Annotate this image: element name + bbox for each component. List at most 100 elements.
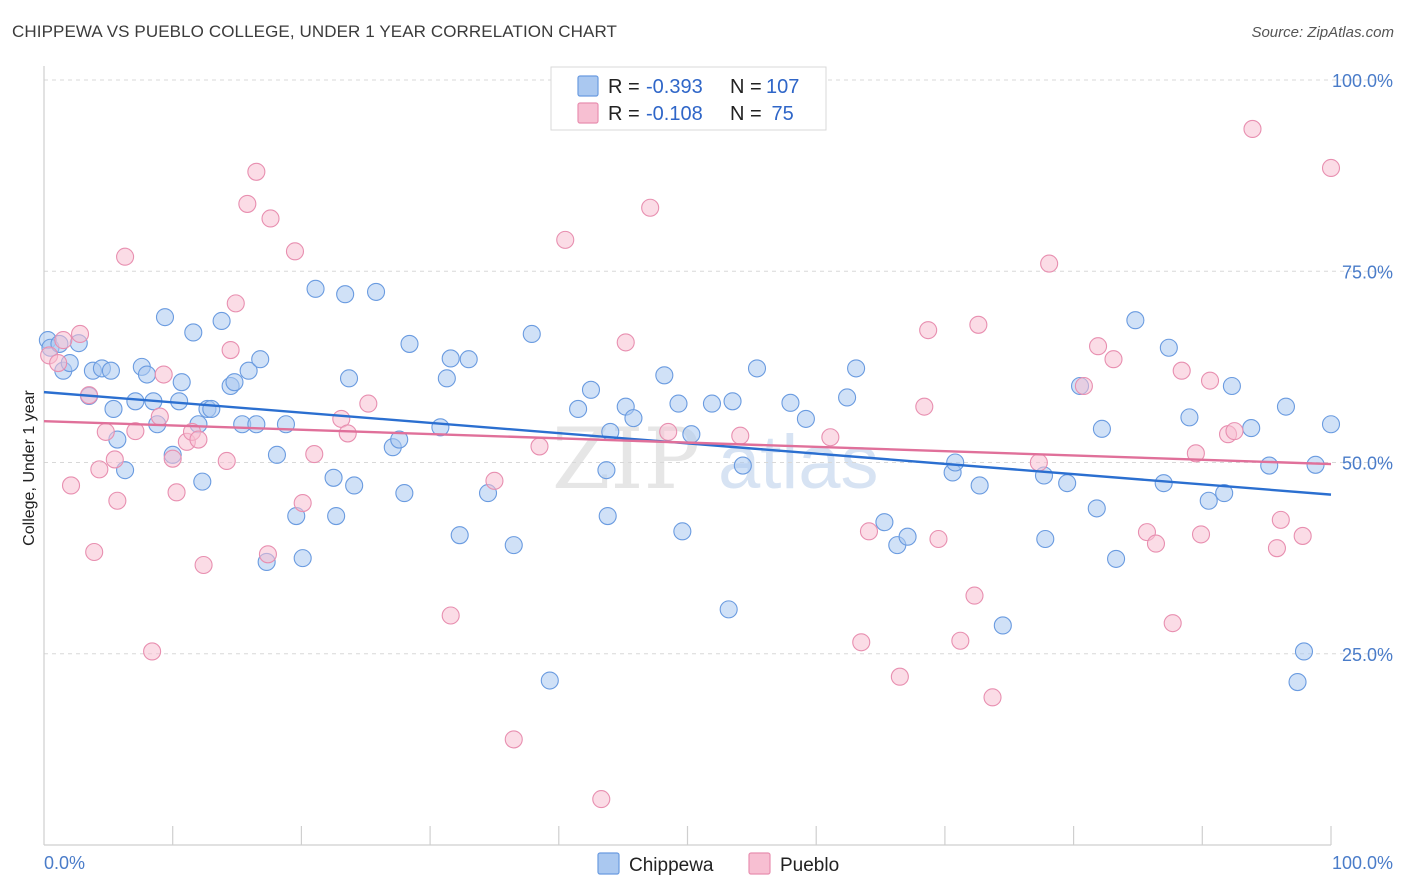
- x-tick-label-min: 0.0%: [44, 853, 85, 873]
- point-pueblo-48: [890, 667, 909, 686]
- point-chippewa-22: [184, 323, 203, 342]
- point-chippewa-32: [247, 415, 266, 434]
- trend-line-pueblo: [43, 419, 1332, 466]
- y-axis-title: College, Under 1 year: [21, 390, 38, 546]
- point-pueblo-27: [258, 545, 277, 564]
- point-pueblo-44: [731, 426, 750, 445]
- point-pueblo-22: [217, 451, 236, 471]
- point-chippewa-74: [747, 359, 767, 378]
- point-chippewa-97: [1199, 491, 1218, 510]
- legend-n-label-1: N =: [730, 76, 762, 98]
- point-pueblo-55: [983, 688, 1002, 707]
- point-pueblo-60: [1104, 350, 1123, 369]
- point-pueblo-53: [965, 586, 984, 605]
- point-pueblo-24: [226, 294, 245, 313]
- legend-swatch-pueblo: [577, 102, 599, 124]
- point-chippewa-57: [522, 324, 541, 344]
- point-pueblo-64: [1172, 361, 1191, 380]
- point-chippewa-29: [225, 373, 244, 392]
- point-chippewa-66: [655, 366, 674, 385]
- point-chippewa-84: [970, 476, 989, 495]
- point-pueblo-40: [592, 790, 611, 809]
- bottom-legend-swatch-chippewa: [597, 852, 620, 875]
- point-chippewa-69: [682, 425, 701, 444]
- point-pueblo-7: [90, 460, 109, 479]
- point-chippewa-24: [193, 472, 212, 491]
- point-chippewa-31: [239, 361, 258, 380]
- point-pueblo-4: [70, 324, 90, 344]
- point-chippewa-100: [1242, 419, 1261, 438]
- point-pueblo-50: [919, 321, 938, 340]
- point-chippewa-27: [212, 311, 231, 331]
- x-tick-label-max: 100.0%: [1332, 853, 1393, 873]
- point-pueblo-51: [929, 529, 948, 549]
- point-pueblo-58: [1074, 376, 1093, 396]
- point-pueblo-16: [163, 449, 182, 468]
- point-pueblo-37: [504, 730, 523, 749]
- point-chippewa-15: [137, 365, 157, 384]
- point-chippewa-91: [1092, 419, 1111, 438]
- point-pueblo-42: [641, 198, 660, 217]
- point-chippewa-93: [1126, 311, 1145, 330]
- point-chippewa-41: [327, 506, 346, 526]
- point-chippewa-33: [251, 350, 270, 369]
- point-pueblo-34: [359, 394, 378, 413]
- point-pueblo-63: [1163, 614, 1182, 633]
- point-chippewa-38: [293, 549, 312, 568]
- point-chippewa-76: [796, 409, 815, 428]
- point-chippewa-9: [101, 361, 120, 380]
- trend-lines: [43, 390, 1332, 496]
- point-chippewa-44: [345, 476, 364, 495]
- point-pueblo-10: [108, 491, 127, 510]
- point-chippewa-43: [339, 369, 359, 388]
- point-chippewa-79: [875, 513, 894, 532]
- legend-n-label-2: N =: [730, 103, 762, 125]
- point-pueblo-57: [1040, 254, 1059, 273]
- point-pueblo-47: [852, 633, 871, 652]
- bottom-legend-label-chippewa: Chippewa: [629, 855, 714, 876]
- point-chippewa-88: [1058, 474, 1077, 493]
- point-pueblo-69: [1225, 422, 1244, 441]
- point-pueblo-17: [167, 483, 186, 502]
- point-pueblo-11: [116, 247, 135, 266]
- legend-n-value-1: 107: [766, 76, 799, 98]
- point-chippewa-104: [1294, 642, 1314, 661]
- point-chippewa-96: [1180, 408, 1199, 427]
- point-pueblo-28: [261, 209, 280, 228]
- source-label: Source: ZipAtlas.com: [1251, 24, 1394, 41]
- point-chippewa-47: [390, 430, 409, 449]
- point-chippewa-42: [336, 285, 355, 304]
- point-pueblo-2: [54, 331, 73, 350]
- point-pueblo-56: [1029, 453, 1048, 472]
- point-chippewa-51: [437, 369, 456, 388]
- point-chippewa-71: [719, 600, 738, 619]
- legend-swatch-chippewa: [577, 75, 599, 97]
- bottom-legend-swatch-pueblo: [748, 852, 771, 875]
- point-chippewa-54: [459, 350, 478, 369]
- point-chippewa-13: [126, 392, 145, 411]
- point-pueblo-26: [247, 162, 266, 181]
- point-pueblo-14: [150, 407, 169, 426]
- point-chippewa-68: [673, 522, 692, 541]
- point-chippewa-90: [1087, 499, 1106, 518]
- point-pueblo-8: [96, 422, 115, 441]
- point-chippewa-35: [267, 445, 286, 464]
- point-pueblo-15: [154, 365, 173, 384]
- y-tick-label-2: 50.0%: [1342, 454, 1393, 474]
- point-chippewa-78: [847, 359, 866, 378]
- point-chippewa-18: [155, 308, 175, 327]
- point-chippewa-40: [324, 468, 343, 487]
- point-chippewa-75: [781, 393, 800, 412]
- point-chippewa-63: [598, 506, 617, 526]
- point-pueblo-65: [1186, 444, 1205, 463]
- watermark-zip: ZIP: [552, 410, 700, 508]
- point-pueblo-74: [1321, 158, 1341, 178]
- point-chippewa-106: [1321, 415, 1341, 434]
- point-chippewa-95: [1159, 338, 1178, 357]
- point-chippewa-48: [395, 484, 414, 503]
- point-pueblo-36: [485, 471, 504, 490]
- point-chippewa-49: [400, 334, 419, 353]
- point-chippewa-21: [172, 373, 191, 392]
- point-pueblo-71: [1267, 539, 1286, 558]
- point-chippewa-102: [1276, 397, 1296, 416]
